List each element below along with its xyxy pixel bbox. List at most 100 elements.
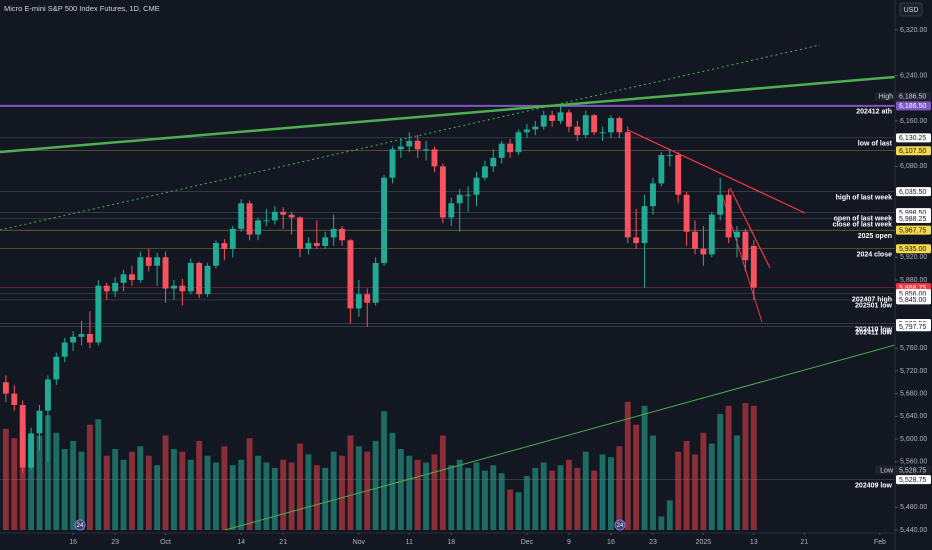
candle-body	[397, 146, 404, 150]
volume-bar	[339, 455, 345, 530]
annotation: 2024 close	[857, 252, 893, 259]
candle-body	[2, 382, 9, 394]
candle-body	[53, 356, 60, 380]
candle-body	[381, 177, 387, 263]
price-tag-box	[896, 91, 931, 101]
candle-body	[406, 140, 413, 147]
volume-bar	[280, 459, 287, 530]
candle-body	[355, 294, 362, 309]
volume-bar	[641, 405, 648, 530]
volume-bar	[515, 492, 522, 530]
volume-bar	[95, 419, 102, 530]
volume-bar	[448, 465, 455, 530]
price-label: 5,845.00	[899, 297, 926, 304]
event-badge-label: 24	[77, 523, 84, 529]
candle-body	[263, 220, 270, 222]
candle-layer	[2, 105, 757, 474]
volume-bar	[213, 462, 219, 530]
candle-body	[683, 194, 690, 232]
price-label: 5,856.00	[899, 291, 926, 298]
candle-body	[565, 112, 572, 127]
candle-body	[171, 285, 177, 289]
candle-body	[624, 132, 631, 238]
candle-body	[532, 126, 539, 130]
volume-bar	[381, 411, 387, 530]
price-label: 5,935.00	[899, 246, 926, 253]
volume-bar	[372, 440, 379, 530]
candle-body	[490, 157, 497, 167]
green-support-line	[224, 344, 896, 531]
volume-bar	[456, 459, 463, 530]
price-label-box	[896, 213, 931, 223]
y-tick-label: 6,240.00	[900, 72, 927, 79]
y-tick-label: 5,640.00	[900, 413, 927, 420]
volume-bar	[305, 454, 312, 530]
volume-bar	[742, 403, 749, 530]
event-badge[interactable]	[614, 519, 626, 531]
y-tick-label: 5,760.00	[900, 345, 927, 352]
x-tick-label: 18	[447, 539, 455, 546]
volume-bar	[700, 432, 707, 530]
candle-body	[78, 333, 85, 337]
candle-body	[36, 410, 43, 434]
volume-bar	[750, 405, 757, 530]
red-trendline	[729, 187, 771, 269]
volume-bar	[574, 467, 581, 530]
y-tick-label: 6,320.00	[900, 27, 927, 34]
volume-bar	[44, 415, 51, 530]
candle-body	[523, 129, 530, 133]
dotted-trendline	[0, 44, 821, 231]
volume-bar	[557, 465, 564, 530]
price-label: 6,186.50	[899, 103, 926, 110]
currency-button[interactable]	[899, 2, 923, 17]
candle-body	[641, 206, 648, 244]
price-label-box	[896, 322, 931, 332]
price-tag-value: 5,528.75	[899, 467, 926, 474]
candle-body	[658, 155, 665, 184]
volume-bar	[162, 435, 169, 530]
candle-body	[297, 217, 303, 249]
red-trendline	[627, 129, 806, 214]
candle-body	[221, 243, 228, 249]
volume-bar	[397, 449, 404, 530]
volume-bar	[481, 470, 488, 530]
volume-bar	[86, 424, 93, 530]
volume-bar	[330, 451, 337, 530]
candle-body	[44, 379, 51, 411]
price-label: 5,797.75	[899, 324, 926, 331]
price-label: 5,998.50	[899, 210, 926, 217]
event-badges: 24 24	[74, 519, 626, 531]
volume-bar	[540, 462, 547, 530]
event-badge[interactable]	[74, 519, 86, 531]
candle-body	[103, 285, 110, 292]
volume-bar	[692, 454, 698, 530]
x-tick-label: 23	[649, 539, 657, 546]
volume-bar	[717, 413, 724, 530]
volume-bar	[439, 435, 446, 530]
candle-body	[120, 274, 127, 283]
x-tick-label: Nov	[353, 539, 366, 546]
candle-body	[423, 149, 430, 151]
annotation: 202412 ath	[856, 109, 892, 116]
candle-body	[725, 194, 732, 238]
volume-bar	[549, 470, 556, 530]
price-label: 5,528.75	[899, 477, 926, 484]
volume-bar	[221, 446, 228, 530]
candle-body	[280, 211, 287, 215]
y-tick-label: 5,560.00	[900, 459, 927, 466]
y-tick-label: 5,480.00	[900, 504, 927, 511]
price-label-box	[896, 101, 931, 111]
candle-body	[742, 231, 749, 261]
candle-body	[162, 257, 169, 289]
volume-bar	[179, 451, 186, 530]
candle-body	[364, 294, 371, 303]
price-label-box	[896, 146, 931, 156]
candle-body	[456, 194, 463, 204]
currency: USD	[904, 7, 919, 14]
price-axis	[895, 0, 932, 550]
candle-body	[465, 194, 472, 196]
price-label: 5,866.75	[899, 285, 926, 292]
candle-body	[498, 143, 505, 158]
candle-body	[154, 257, 161, 266]
